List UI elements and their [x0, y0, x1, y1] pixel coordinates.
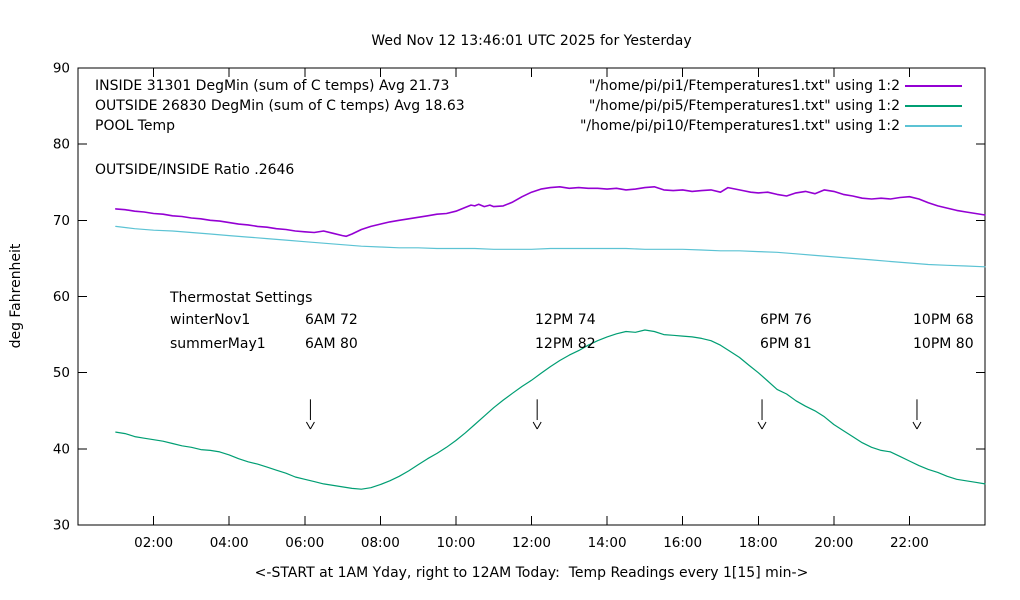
annotation-arrow-head — [532, 421, 538, 430]
legend-swatch — [905, 105, 962, 107]
y-tick-label: 50 — [53, 365, 70, 381]
y-tick-label: 90 — [53, 61, 70, 77]
annotation-arrow-head — [757, 421, 763, 430]
thermostat-setting: 6AM 72 — [305, 312, 358, 328]
legend-row: OUTSIDE 26830 DegMin (sum of C temps) Av… — [0, 96, 1020, 116]
legend-series-label: INSIDE 31301 DegMin (sum of C temps) Avg… — [95, 78, 450, 94]
x-axis-label: <-START at 1AM Yday, right to 12AM Today… — [254, 565, 809, 581]
x-tick-label: 10:00 — [436, 535, 475, 551]
legend-file-label: "/home/pi/pi5/Ftemperatures1.txt" using … — [588, 98, 900, 114]
x-tick-label: 16:00 — [663, 535, 702, 551]
y-tick-label: 40 — [53, 441, 70, 457]
legend-series-label: OUTSIDE 26830 DegMin (sum of C temps) Av… — [95, 98, 465, 114]
thermostat-setting: 10PM 68 — [913, 312, 974, 328]
chart-title: Wed Nov 12 13:46:01 UTC 2025 for Yesterd… — [371, 33, 692, 49]
series-line-pool — [115, 225, 986, 268]
thermostat-setting: 6PM 81 — [760, 336, 812, 352]
thermostat-setting: 12PM 74 — [535, 312, 596, 328]
y-tick-label: 70 — [53, 213, 70, 229]
series-line-inside — [115, 186, 986, 238]
y-tick-label: 60 — [53, 289, 70, 305]
thermostat-setting: 6PM 76 — [760, 312, 812, 328]
legend-series-label: POOL Temp — [95, 118, 176, 134]
x-tick-label: 06:00 — [285, 535, 324, 551]
legend-file-label: "/home/pi/pi1/Ftemperatures1.txt" using … — [588, 78, 900, 94]
annotation-arrow-head — [309, 421, 315, 430]
x-tick-label: 04:00 — [210, 535, 249, 551]
x-tick-label: 14:00 — [588, 535, 627, 551]
annotation-arrow-head — [916, 421, 922, 430]
thermostat-setting: 10PM 80 — [913, 336, 974, 352]
thermostat-setting: 6AM 80 — [305, 336, 358, 352]
x-tick-label: 18:00 — [739, 535, 778, 551]
annotation-arrow-head — [761, 421, 767, 430]
ratio-note: OUTSIDE/INSIDE Ratio .2646 — [95, 162, 295, 178]
x-tick-label: 22:00 — [890, 535, 929, 551]
thermostat-setting: 12PM 82 — [535, 336, 596, 352]
legend-file-label: "/home/pi/pi10/Ftemperatures1.txt" using… — [579, 118, 900, 134]
annotation-arrow-head — [536, 421, 542, 430]
legend-row: INSIDE 31301 DegMin (sum of C temps) Avg… — [0, 76, 1020, 96]
annotation-arrow-head — [305, 421, 311, 430]
x-tick-label: 20:00 — [814, 535, 853, 551]
x-tick-label: 12:00 — [512, 535, 551, 551]
y-axis-label: deg Fahrenheit — [8, 243, 24, 349]
x-tick-label: 02:00 — [134, 535, 173, 551]
y-tick-label: 30 — [53, 518, 70, 534]
legend-swatch — [905, 125, 962, 127]
legend-row: POOL Temp "/home/pi/pi10/Ftemperatures1.… — [0, 116, 1020, 136]
annotation-arrow-head — [912, 421, 918, 430]
thermostat-heading: Thermostat Settings — [170, 290, 313, 306]
y-tick-label: 80 — [53, 137, 70, 153]
x-tick-label: 08:00 — [361, 535, 400, 551]
thermostat-row-name: winterNov1 — [170, 312, 251, 328]
series-line-outside — [115, 329, 986, 490]
legend-swatch — [905, 85, 962, 87]
thermostat-row-name: summerMay1 — [170, 336, 266, 352]
